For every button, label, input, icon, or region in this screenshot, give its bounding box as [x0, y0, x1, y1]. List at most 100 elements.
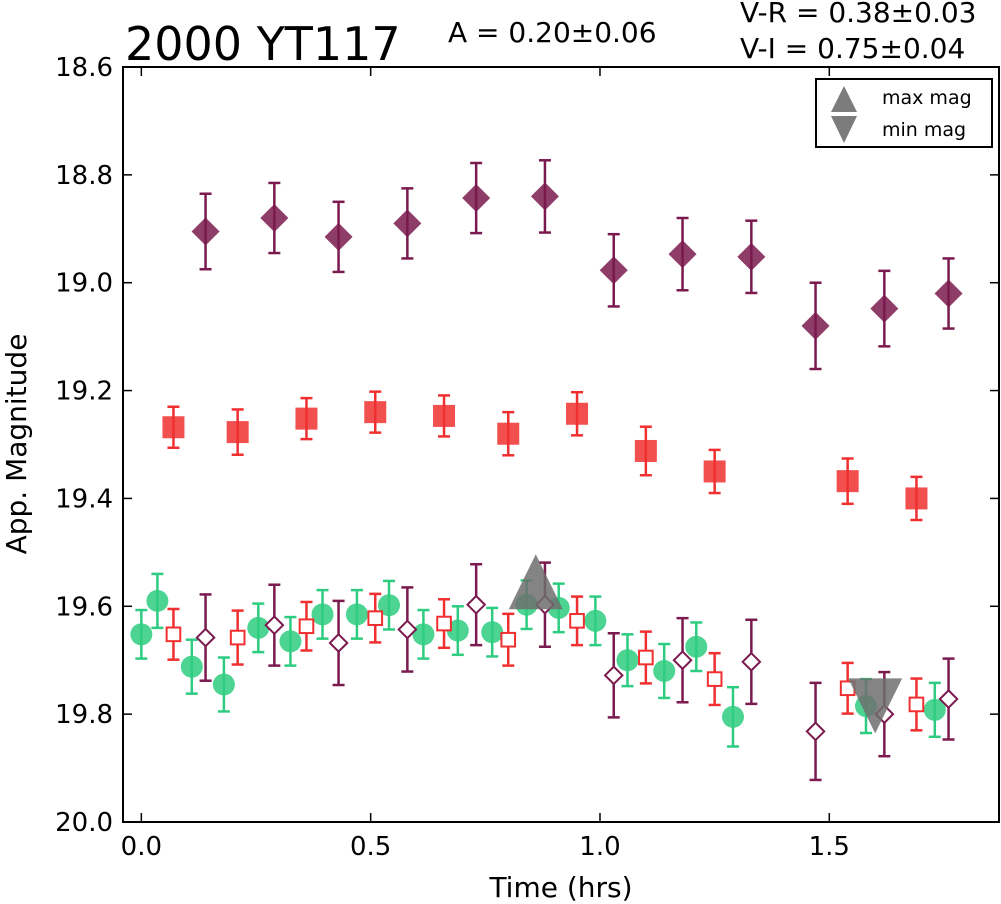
- open-square-point-group: [298, 600, 315, 652]
- filled-square-point: [566, 402, 589, 425]
- open-diamond-point: [328, 632, 349, 654]
- open-diamond-point: [195, 627, 216, 648]
- filled-diamond-point-group: [737, 219, 766, 295]
- filled-square-point: [634, 439, 657, 462]
- open-square-point: [367, 610, 384, 626]
- circle-point: [279, 630, 302, 653]
- color-vi-label: V-I = 0.75±0.04: [740, 32, 965, 65]
- open-diamond-point: [805, 721, 826, 742]
- circle-point: [653, 660, 676, 682]
- chart-title: 2000 YT117: [125, 17, 401, 71]
- y-tick-label: 19.6: [55, 592, 113, 622]
- circle-point-group: [584, 595, 607, 647]
- max-mag-marker: [508, 554, 563, 610]
- y-tick-label: 18.8: [55, 161, 113, 191]
- circle-point: [247, 616, 270, 639]
- filled-diamond-point: [668, 240, 697, 269]
- open-square-point: [165, 626, 182, 643]
- y-tick-label: 18.6: [55, 53, 113, 83]
- circle-point: [685, 635, 708, 658]
- circle-point-group: [481, 606, 504, 658]
- open-square-point-group: [367, 592, 384, 644]
- circle-point-group: [721, 685, 744, 748]
- filled-diamond-point: [260, 204, 289, 232]
- filled-square-point-group: [364, 390, 387, 434]
- filled-square-point-group: [226, 408, 249, 456]
- y-tick-label: 19.0: [55, 269, 113, 299]
- circle-point-group: [653, 642, 676, 700]
- open-diamond-point: [264, 615, 285, 636]
- filled-diamond-point-group: [801, 281, 830, 371]
- circle-point-group: [412, 608, 435, 660]
- filled-square-point-group: [295, 396, 318, 441]
- circle-point-group: [180, 638, 203, 695]
- open-square-point-group: [229, 609, 246, 666]
- filled-square-point: [905, 487, 928, 510]
- legend-min-mag-marker: [831, 116, 857, 143]
- x-axis-label: Time (hrs): [488, 871, 632, 904]
- circle-point-group: [685, 621, 708, 673]
- circle-point-group: [279, 615, 302, 667]
- x-tick-label: 1.0: [579, 832, 620, 862]
- filled-diamond-point-group: [462, 161, 491, 235]
- filled-diamond-point-group: [870, 269, 899, 348]
- circle-point: [616, 649, 639, 672]
- filled-diamond-point-group: [934, 257, 963, 330]
- circle-point-group: [247, 602, 270, 654]
- filled-diamond-point-group: [599, 232, 628, 308]
- circle-point-group: [378, 579, 401, 631]
- open-diamond-point-group: [938, 657, 959, 741]
- open-square-point-group: [638, 630, 654, 685]
- circle-point: [130, 623, 153, 646]
- legend: max mag min mag: [815, 78, 993, 148]
- filled-diamond-point: [934, 279, 963, 308]
- open-square-point-group: [569, 595, 585, 647]
- open-square-point: [908, 696, 925, 713]
- legend-max-mag-marker: [831, 86, 857, 112]
- y-tick-label: 19.2: [55, 377, 113, 407]
- filled-diamond-point: [393, 209, 422, 238]
- filled-square-point: [433, 404, 456, 427]
- open-diamond-point-group: [328, 599, 349, 687]
- circle-point-group: [311, 588, 334, 640]
- circle-point: [345, 603, 368, 626]
- circle-point-group: [446, 605, 469, 657]
- circle-point: [146, 589, 169, 612]
- filled-square-point-group: [836, 457, 859, 506]
- x-tick-label: 0.0: [121, 832, 162, 862]
- filled-diamond-point-group: [324, 200, 353, 274]
- filled-square-point: [703, 460, 726, 483]
- circle-point-group: [616, 633, 639, 688]
- circle-point-group: [345, 588, 368, 640]
- circle-point-group: [212, 656, 235, 713]
- open-diamond-point: [741, 651, 762, 672]
- open-square-point-group: [706, 651, 723, 707]
- min-mag-marker: [848, 678, 903, 734]
- filled-square-point-group: [162, 405, 185, 449]
- filled-square-point-group: [703, 448, 726, 495]
- filled-diamond-point-group: [191, 192, 220, 271]
- legend-min-mag-label: min mag: [882, 119, 966, 141]
- filled-diamond-point-group: [393, 187, 422, 260]
- open-diamond-point-group: [195, 593, 216, 682]
- open-square-point: [706, 671, 723, 687]
- open-square-point: [638, 649, 654, 666]
- circle-point-group: [130, 608, 153, 660]
- plot-area: [130, 159, 963, 782]
- open-square-point-group: [908, 677, 925, 732]
- filled-diamond-point-group: [530, 159, 559, 234]
- filled-diamond-point-group: [260, 181, 289, 255]
- filled-diamond-point: [462, 184, 491, 213]
- filled-square-point-group: [905, 475, 928, 522]
- filled-square-point: [836, 470, 859, 493]
- open-square-point: [298, 618, 315, 635]
- filled-square-point: [162, 416, 185, 439]
- circle-point: [180, 655, 203, 678]
- open-diamond-point-group: [805, 681, 826, 782]
- open-square-point-group: [839, 661, 856, 715]
- y-tick-label: 19.8: [55, 700, 113, 730]
- circle-point: [446, 619, 469, 642]
- legend-max-mag-label: max mag: [882, 87, 972, 109]
- y-tick-label: 19.4: [55, 484, 113, 514]
